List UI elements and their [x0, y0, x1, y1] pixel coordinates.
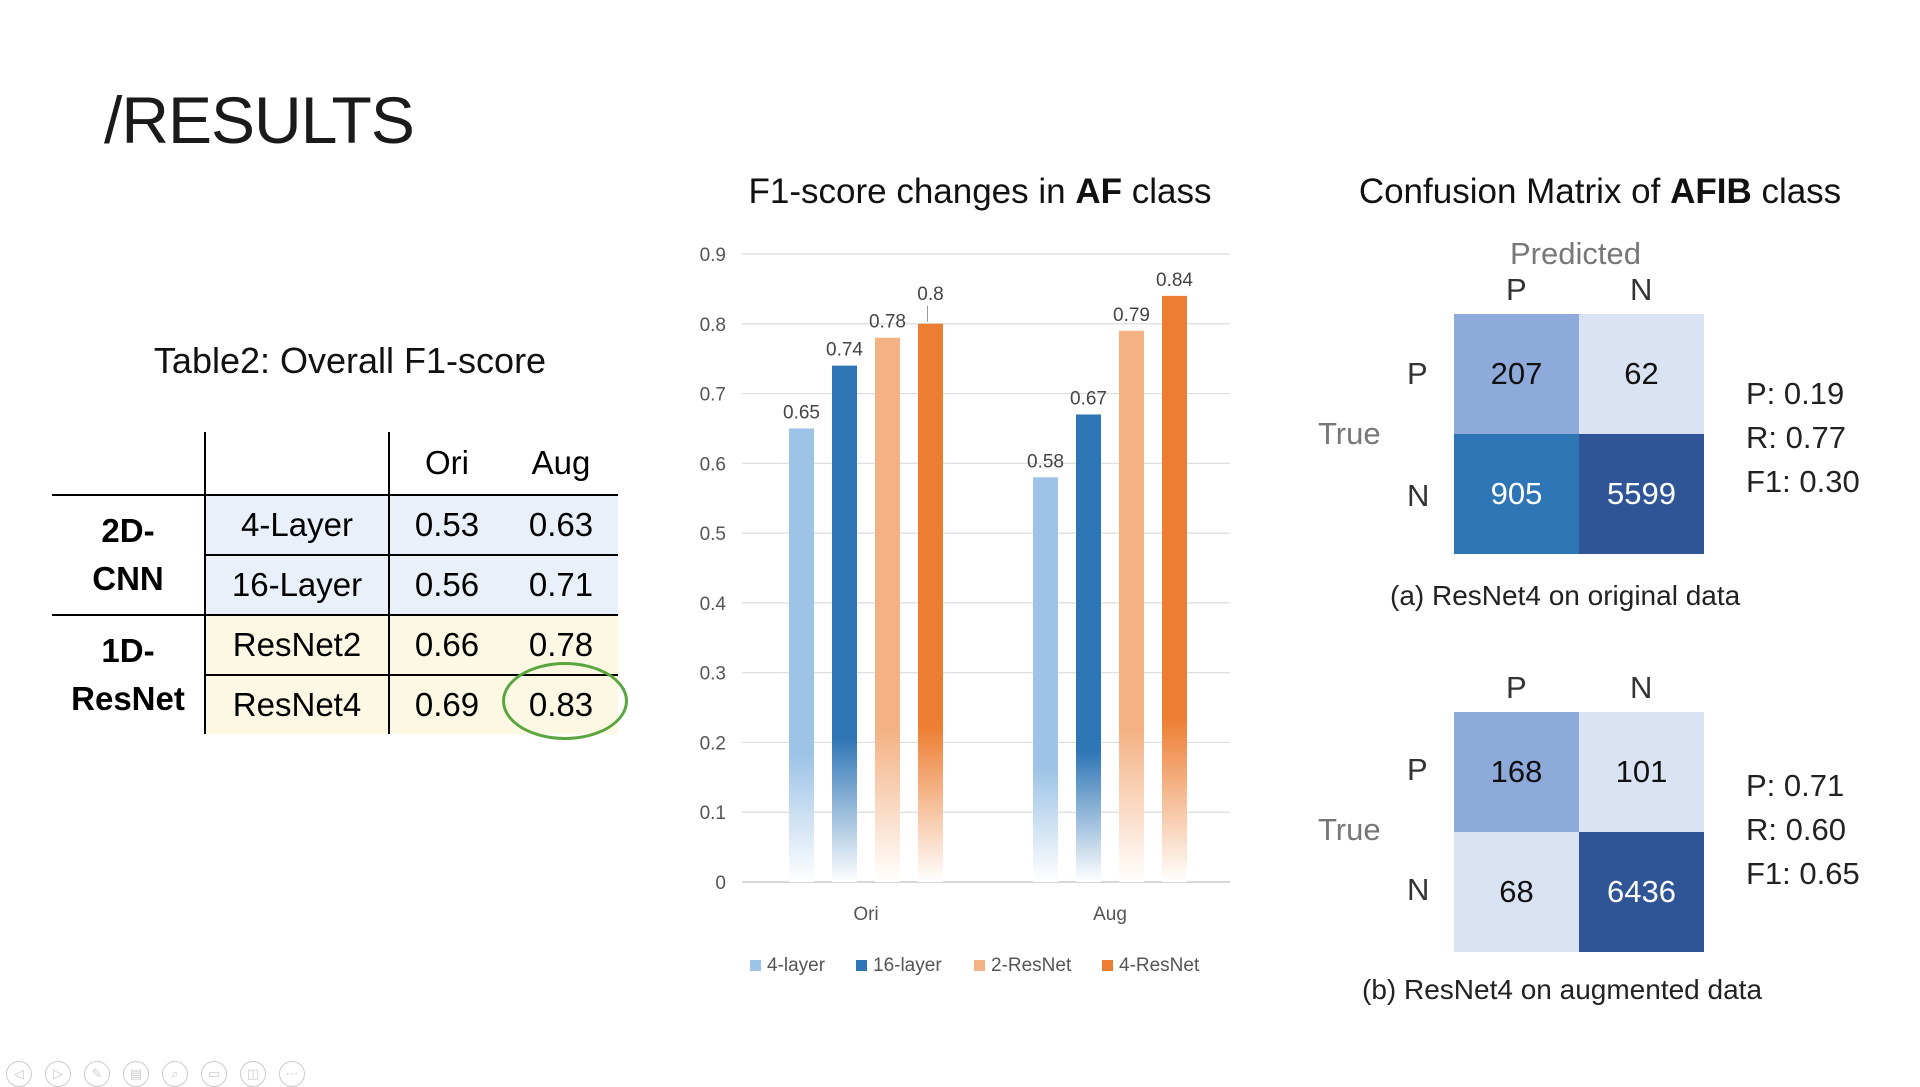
col-label-p: P: [1506, 670, 1527, 705]
cm-a-cell: 905: [1454, 434, 1579, 554]
predicted-label: Predicted: [1510, 236, 1641, 271]
cell-value: 0.69: [388, 674, 504, 734]
cm-b-cell: 101: [1579, 712, 1704, 832]
y-tick-label: 0: [715, 873, 726, 894]
cm-a-cell: 5599: [1579, 434, 1704, 554]
bar-16-layer: [1076, 414, 1101, 882]
bar-4-layer: [789, 428, 814, 882]
x-tick-label: Ori: [853, 904, 878, 925]
highlight-circle: [502, 662, 628, 740]
y-tick-label: 0.4: [700, 594, 727, 615]
slides-icon[interactable]: ▤: [123, 1061, 149, 1087]
col-label-n: N: [1630, 670, 1653, 705]
data-label: 0.79: [1113, 305, 1150, 326]
x-tick-label: Aug: [1093, 904, 1127, 925]
cell-value: 0.56: [388, 554, 504, 615]
legend-label: 4-ResNet: [1119, 955, 1200, 976]
bar-2-ResNet: [875, 337, 900, 882]
caption-b: (b) ResNet4 on augmented data: [1362, 974, 1763, 1005]
data-label: 0.67: [1070, 388, 1107, 409]
cm-b-cell: 68: [1454, 832, 1579, 952]
cm-a-cell: 207: [1454, 314, 1579, 434]
legend-label: 2-ResNet: [991, 955, 1072, 976]
y-tick-label: 0.6: [700, 454, 726, 475]
next-icon[interactable]: ▷: [45, 1061, 71, 1087]
caption-a: (a) ResNet4 on original data: [1390, 580, 1741, 611]
confusion-matrix-a: 207 62 905 5599: [1454, 314, 1704, 554]
metrics-b: P: 0.71 R: 0.60 F1: 0.65: [1746, 768, 1860, 891]
col-header-aug: Aug: [531, 444, 591, 481]
col-header-ori: Ori: [388, 432, 504, 495]
confusion-title: Confusion Matrix of AFIB class: [1358, 172, 1842, 211]
y-tick-label: 0.2: [700, 733, 726, 754]
row-label-n: N: [1407, 478, 1430, 513]
true-label: True: [1318, 812, 1381, 847]
model-resnet4: ResNet4: [204, 674, 389, 734]
data-label: 0.74: [826, 340, 863, 361]
cm-b-cell: 6436: [1579, 832, 1704, 952]
confusion-matrix-b: 168 101 68 6436: [1454, 712, 1704, 952]
model-resnet2: ResNet2: [204, 614, 389, 675]
y-tick-label: 0.8: [700, 315, 726, 336]
bar-2-ResNet: [1119, 330, 1144, 882]
pen-icon[interactable]: ✎: [84, 1061, 110, 1087]
subtitle-icon[interactable]: ▭: [201, 1061, 227, 1087]
zoom-icon[interactable]: ⌕: [162, 1061, 188, 1087]
legend-swatch: [1102, 960, 1113, 971]
slide-nav-toolbar: ◁ ▷ ✎ ▤ ⌕ ▭ ◫ ⋯: [6, 1061, 305, 1087]
bar-16-layer: [832, 365, 857, 883]
more-icon[interactable]: ⋯: [279, 1061, 305, 1087]
cell-value: 0.66: [388, 614, 504, 675]
camera-icon[interactable]: ◫: [240, 1061, 266, 1087]
model-16-layer: 16-Layer: [204, 554, 389, 615]
y-tick-label: 0.7: [700, 385, 726, 406]
cm-b-cell: 168: [1454, 712, 1579, 832]
bar-4-ResNet: [918, 323, 943, 882]
legend-label: 16-layer: [873, 955, 942, 976]
legend-swatch: [974, 960, 985, 971]
legend-label: 4-layer: [767, 955, 826, 976]
cell-value: 0.78: [504, 614, 618, 675]
bar-chart: 0 0.1 0.2 0.3 0.4 0.5 0.6 0.7 0.8 0.9 0.65 0.74 0.78…: [700, 245, 1230, 976]
bar-4-ResNet: [1162, 295, 1187, 882]
group-2d-cnn: 2D- CNN: [52, 494, 205, 615]
y-tick-label: 0.3: [700, 664, 726, 685]
legend-swatch: [750, 960, 761, 971]
cell-value: 0.53: [388, 494, 504, 555]
table-caption: Table2: Overall F1-score: [153, 340, 547, 381]
chart-title: F1-score changes in AF class: [748, 172, 1212, 211]
y-tick-label: 0.9: [700, 245, 726, 266]
col-label-n: N: [1630, 272, 1653, 307]
cell-value: 0.71: [504, 554, 618, 615]
cm-a-cell: 62: [1579, 314, 1704, 434]
metrics-a: P: 0.19 R: 0.77 F1: 0.30: [1746, 376, 1860, 499]
legend-swatch: [856, 960, 867, 971]
col-label-p: P: [1506, 272, 1527, 307]
cell-value: 0.63: [504, 494, 618, 555]
row-label-n: N: [1407, 872, 1430, 907]
group-1d-resnet: 1D- ResNet: [52, 614, 205, 734]
data-label: 0.78: [869, 312, 906, 333]
bar-4-layer: [1033, 477, 1058, 882]
true-label: True: [1318, 416, 1381, 451]
data-label: 0.84: [1156, 270, 1193, 291]
data-label: 0.58: [1027, 451, 1064, 472]
row-label-p: P: [1407, 356, 1428, 391]
y-tick-label: 0.1: [700, 803, 726, 824]
row-label-p: P: [1407, 752, 1428, 787]
data-label: 0.65: [783, 402, 820, 423]
data-label: 0.8: [917, 284, 943, 305]
prev-icon[interactable]: ◁: [6, 1061, 32, 1087]
y-tick-label: 0.5: [700, 524, 726, 545]
slide-title: /RESULTS: [104, 83, 415, 157]
model-4-layer: 4-Layer: [204, 494, 389, 555]
